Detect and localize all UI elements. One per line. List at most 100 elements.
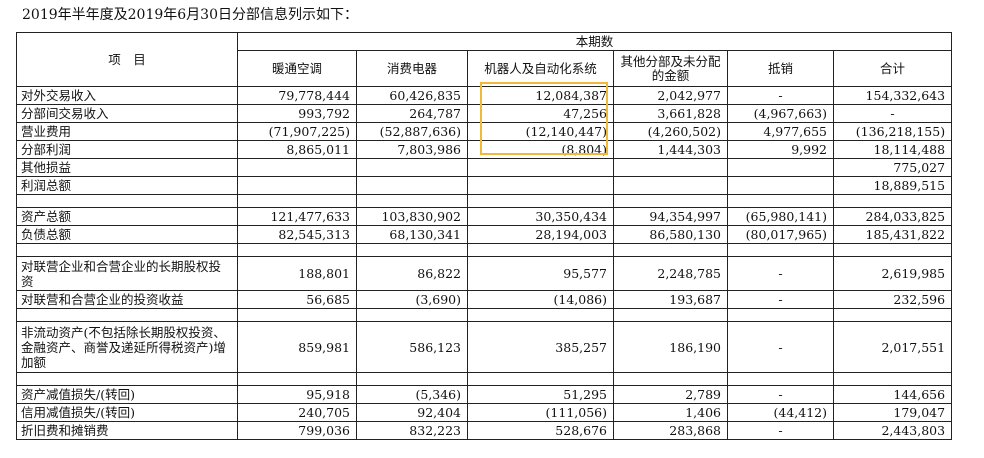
cell-value: 92,404 [356,403,468,422]
header-segment: 机器人及自动化系统 [467,50,614,87]
cell-value [356,158,468,177]
cell-value: (4,260,502) [613,122,728,141]
cell-value: 775,027 [832,158,953,177]
cell-value [237,243,357,257]
cell-value: 18,889,515 [832,176,953,195]
cell-value: 79,778,444 [237,86,357,105]
cell-value [727,243,834,257]
cell-value [613,308,728,322]
row-label: 折旧费和摊销费 [16,421,238,440]
cell-value: - [832,104,953,123]
cell-value: 2,619,985 [832,256,953,291]
cell-value: 56,685 [237,290,357,309]
spacer-row [16,308,953,322]
row-label: 其他损益 [16,158,238,177]
cell-value: - [727,321,834,373]
cell-value: 47,256 [467,104,614,123]
cell-value: (80,017,965) [727,225,834,244]
cell-value: 2,042,977 [613,86,728,105]
cell-value [237,194,357,208]
cell-value: (136,218,155) [832,122,953,141]
header-segment: 合计 [832,50,953,87]
cell-value: (52,887,636) [356,122,468,141]
cell-value: 186,190 [613,321,728,373]
row-label: 分部间交易收入 [16,104,238,123]
cell-value: 284,033,825 [832,207,953,226]
cell-value: 7,803,986 [356,140,468,159]
cell-value: (8,804) [467,140,614,159]
table-row: 对外交易收入 79,778,444 60,426,835 12,084,387 2,04… [16,86,953,105]
cell-value: 3,661,828 [613,104,728,123]
table-row: 营业费用 (71,907,225) (52,887,636) (12,140,447)… [16,122,953,141]
cell-value: 2,443,803 [832,421,953,440]
cell-value [727,308,834,322]
cell-value: (12,140,447) [467,122,614,141]
table-caption: 2019年半年度及2019年6月30日分部信息列示如下： [22,7,358,23]
table-row: 资产减值损失/(转回) 95,918 (5,346) 51,295 2,789-144,… [16,385,953,404]
spacer-row [16,243,953,257]
row-label: 负债总额 [16,225,238,244]
cell-value [237,372,357,386]
cell-value [237,158,357,177]
cell-value [356,176,468,195]
spacer-row [16,194,953,208]
cell-value: (71,907,225) [237,122,357,141]
header-group: 本期数 [236,32,953,51]
cell-value: (14,086) [467,290,614,309]
header-segment: 消费电器 [356,50,468,87]
cell-value [613,176,728,195]
cell-value: 30,350,434 [467,207,614,226]
table-row: 信用减值损失/(转回) 240,705 92,404 (111,056) 1,406 (4… [16,403,953,422]
cell-value: - [727,256,834,291]
cell-value: 9,992 [727,140,834,159]
row-label: 分部利润 [16,140,238,159]
cell-value: (44,412) [727,403,834,422]
row-label: 利润总额 [16,176,238,195]
cell-value [467,158,614,177]
row-label [16,243,238,257]
cell-value: 799,036 [237,421,357,440]
row-label [16,308,238,322]
table-row: 非流动资产(不包括除长期股权投资、金融资产、商誉及递延所得税资产)增加额 859,… [16,321,953,373]
cell-value [356,308,468,322]
cell-value: 60,426,835 [356,86,468,105]
cell-value: 86,580,130 [613,225,728,244]
cell-value [467,372,614,386]
cell-value: 12,084,387 [467,86,614,105]
cell-value: (111,056) [467,403,614,422]
cell-value: 283,868 [613,421,728,440]
cell-value [613,158,728,177]
cell-value: (3,690) [356,290,468,309]
table-row: 对联营企业和合营企业的长期股权投资 188,801 86,822 95,577 2,24… [16,256,953,291]
cell-value [467,176,614,195]
cell-value: 232,596 [832,290,953,309]
cell-value: 144,656 [832,385,953,404]
cell-value: 8,865,011 [237,140,357,159]
segment-info-table: 项 目 本期数 暖通空调 消费电器 机器人及自动化系统 其他分部及未分配的金额 … [16,32,953,440]
cell-value: 832,223 [356,421,468,440]
row-label: 资产总额 [16,207,238,226]
cell-value: 188,801 [237,256,357,291]
cell-value: 586,123 [356,321,468,373]
cell-value [237,176,357,195]
cell-value: 103,830,902 [356,207,468,226]
cell-value: 240,705 [237,403,357,422]
cell-value: 993,792 [237,104,357,123]
cell-value: 86,822 [356,256,468,291]
cell-value [613,243,728,257]
cell-value: 2,248,785 [613,256,728,291]
cell-value [832,308,953,322]
cell-value [356,372,468,386]
cell-value [832,243,953,257]
cell-value: 859,981 [237,321,357,373]
cell-value: 264,787 [356,104,468,123]
cell-value: (65,980,141) [727,207,834,226]
cell-value: 28,194,003 [467,225,614,244]
cell-value: 154,332,643 [832,86,953,105]
row-label: 营业费用 [16,122,238,141]
table-body: 对外交易收入 79,778,444 60,426,835 12,084,387 2,04… [16,86,953,440]
table-row: 分部利润 8,865,011 7,803,986 (8,804) 1,444,303 9,… [16,140,953,159]
cell-value [613,372,728,386]
cell-value [356,243,468,257]
cell-value [467,243,614,257]
